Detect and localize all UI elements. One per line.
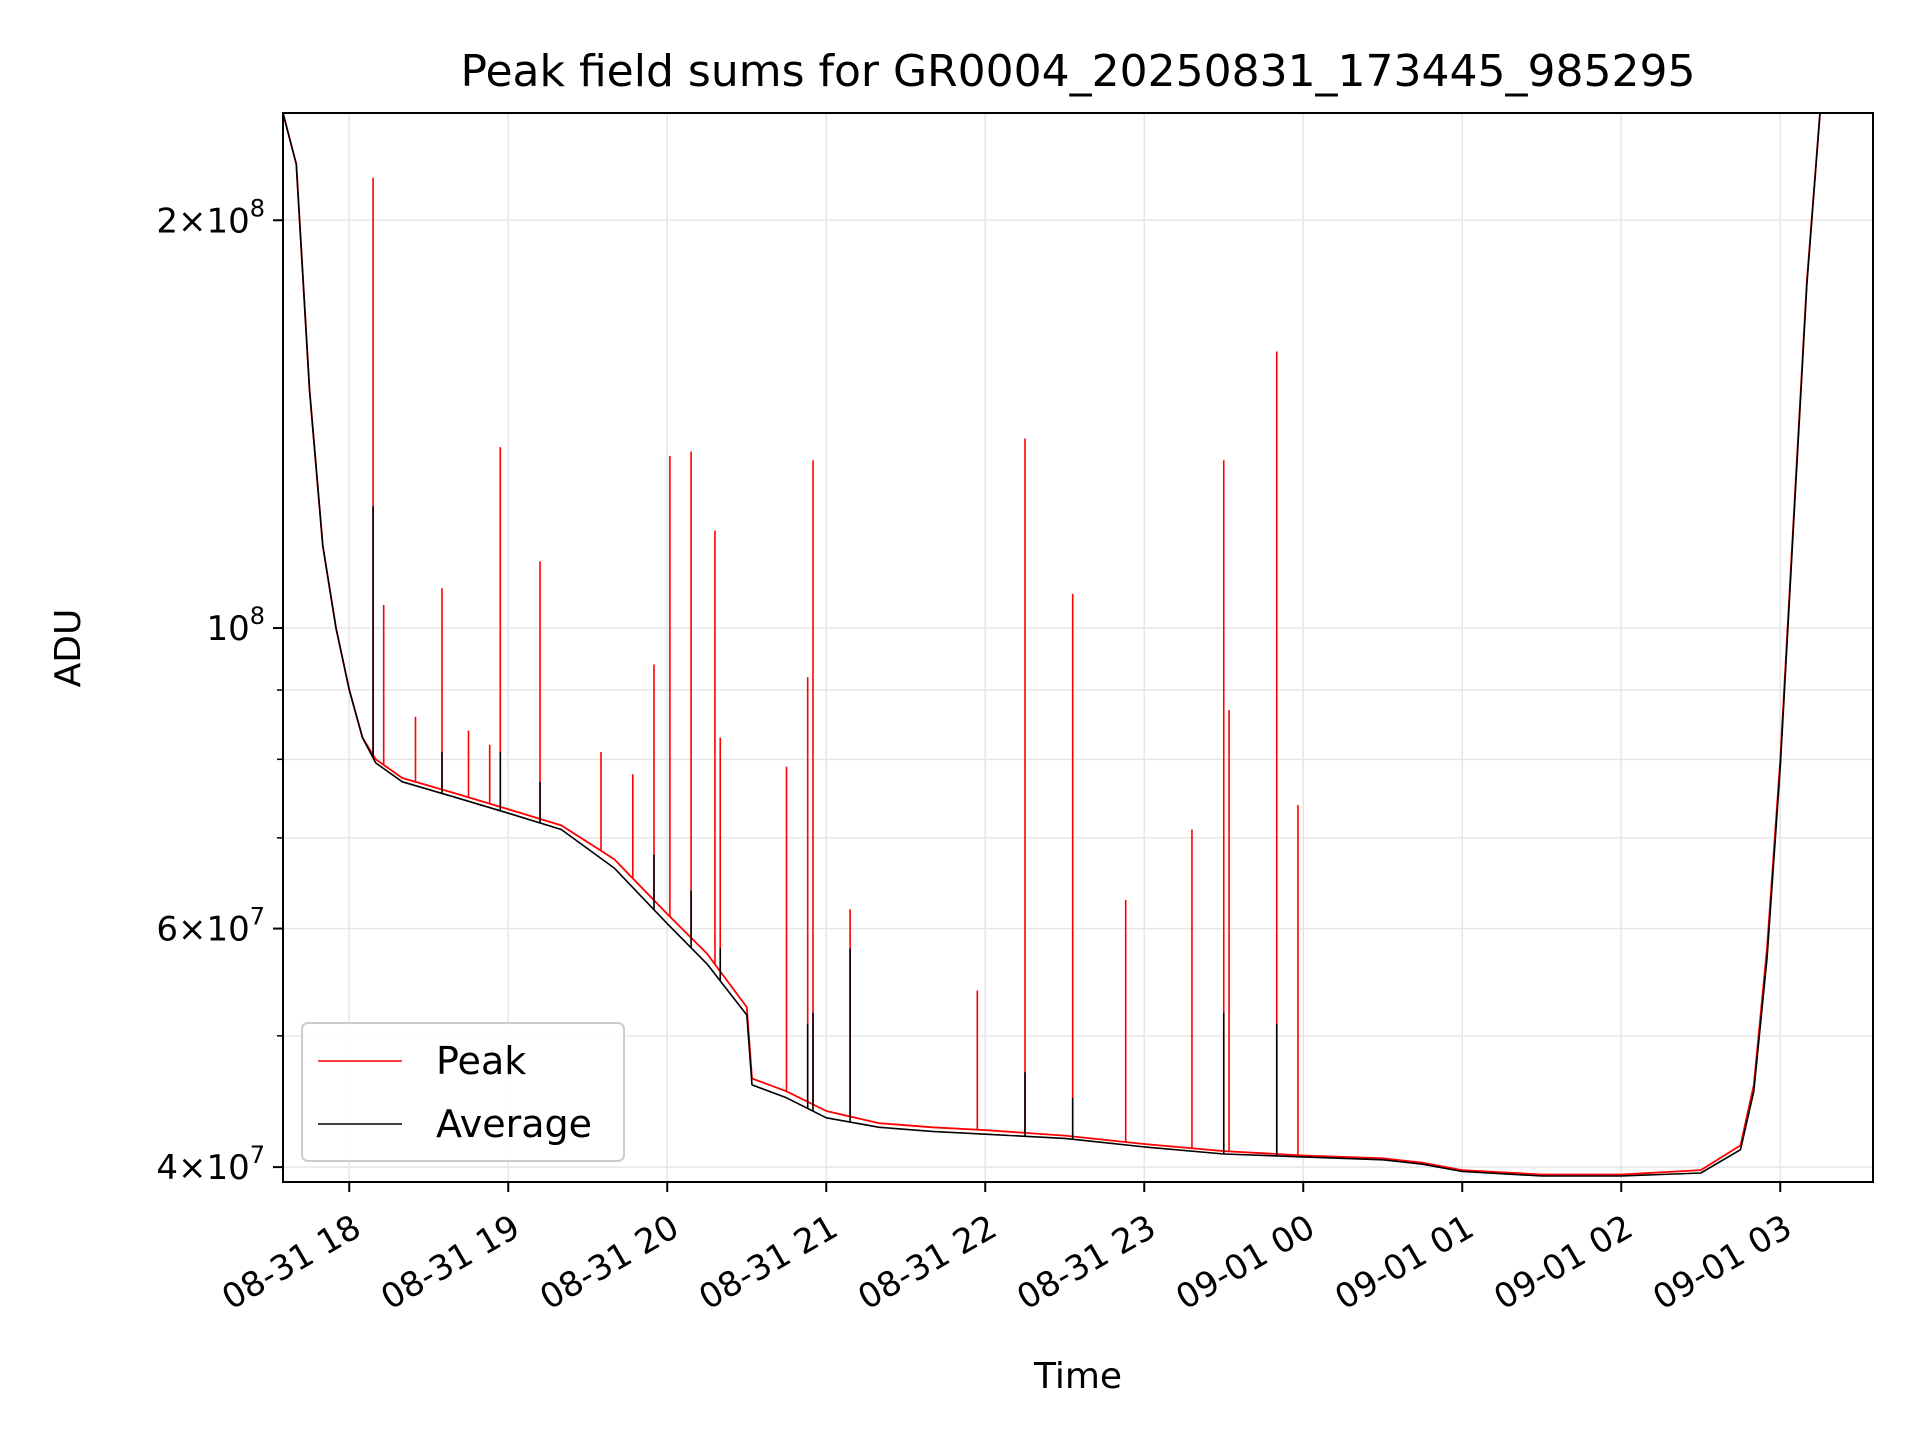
legend: Peak Average xyxy=(301,1022,625,1162)
x-tick-label: 09-01 02 xyxy=(1487,1207,1639,1318)
y-axis-label: ADU xyxy=(48,609,89,688)
x-tick-label: 08-31 20 xyxy=(533,1207,685,1318)
y-tick-label: 2×108 xyxy=(156,194,265,241)
x-tick-label: 08-31 23 xyxy=(1010,1207,1162,1318)
y-tick-label: 4×107 xyxy=(156,1141,265,1188)
x-tick-label: 09-01 01 xyxy=(1328,1207,1480,1318)
plot-frame xyxy=(282,112,1874,1183)
legend-box xyxy=(301,1022,625,1162)
x-tick-label: 08-31 19 xyxy=(374,1207,526,1318)
legend-label-peak: Peak xyxy=(436,1039,526,1083)
series-layer xyxy=(283,113,1873,1177)
series-average xyxy=(283,113,1873,1177)
x-axis-label: Time xyxy=(1033,1356,1122,1397)
series-line-average xyxy=(283,113,1873,1177)
y-axis: 4×107 6×107 108 2×108 xyxy=(156,194,283,1188)
x-axis: 08-31 18 08-31 19 08-31 20 08-31 21 08-31 22… xyxy=(215,1182,1799,1318)
legend-label-average: Average xyxy=(436,1102,592,1146)
y-tick-label: 6×107 xyxy=(156,903,265,950)
x-tick-label: 09-01 00 xyxy=(1169,1207,1321,1318)
series-peak xyxy=(283,113,1873,1176)
x-tick-label: 09-01 03 xyxy=(1646,1207,1798,1318)
y-tick-label: 108 xyxy=(206,602,265,649)
x-tick-label: 08-31 22 xyxy=(851,1207,1003,1318)
grid xyxy=(283,113,1873,1182)
series-line-peak xyxy=(283,113,1873,1176)
x-tick-label: 08-31 18 xyxy=(215,1207,367,1318)
x-tick-label: 08-31 21 xyxy=(692,1207,844,1318)
chart-title: Peak field sums for GR0004_20250831_1734… xyxy=(461,46,1696,97)
